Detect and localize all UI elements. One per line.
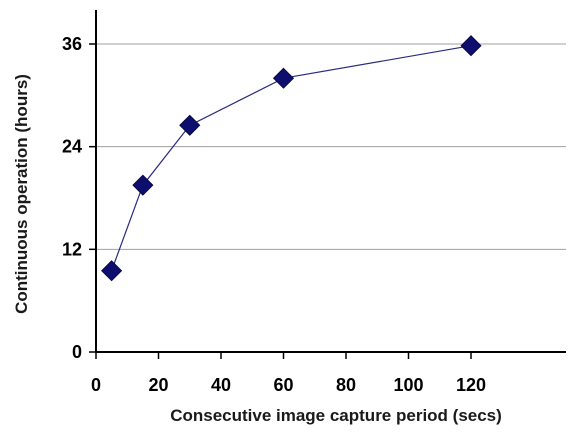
y-tick-label-24: 24: [62, 137, 82, 157]
data-point-0: [101, 260, 123, 282]
data-markers: [101, 35, 482, 282]
data-point-3: [272, 67, 295, 89]
x-tick-label-20: 20: [148, 375, 168, 395]
x-tick-label-40: 40: [211, 375, 231, 395]
axes: [95, 10, 566, 353]
data-point-2: [179, 114, 201, 136]
data-point-1: [132, 174, 154, 196]
y-tick-label-0: 0: [72, 342, 82, 362]
y-axis-title: Continuous operation (hours): [12, 74, 31, 314]
x-tick-label-80: 80: [336, 375, 356, 395]
data-point-4: [460, 35, 482, 57]
x-tick-label-100: 100: [393, 375, 423, 395]
y-tick-label-36: 36: [62, 34, 82, 54]
x-tick-label-0: 0: [91, 375, 101, 395]
y-tick-label-12: 12: [62, 239, 82, 259]
gridlines: [96, 43, 566, 250]
axis-ticks: 0 12 24 36 0 20 40 60 80 100 120: [62, 34, 486, 395]
x-tick-label-120: 120: [456, 375, 486, 395]
x-axis-title: Consecutive image capture period (secs): [170, 406, 502, 425]
x-tick-label-60: 60: [273, 375, 293, 395]
